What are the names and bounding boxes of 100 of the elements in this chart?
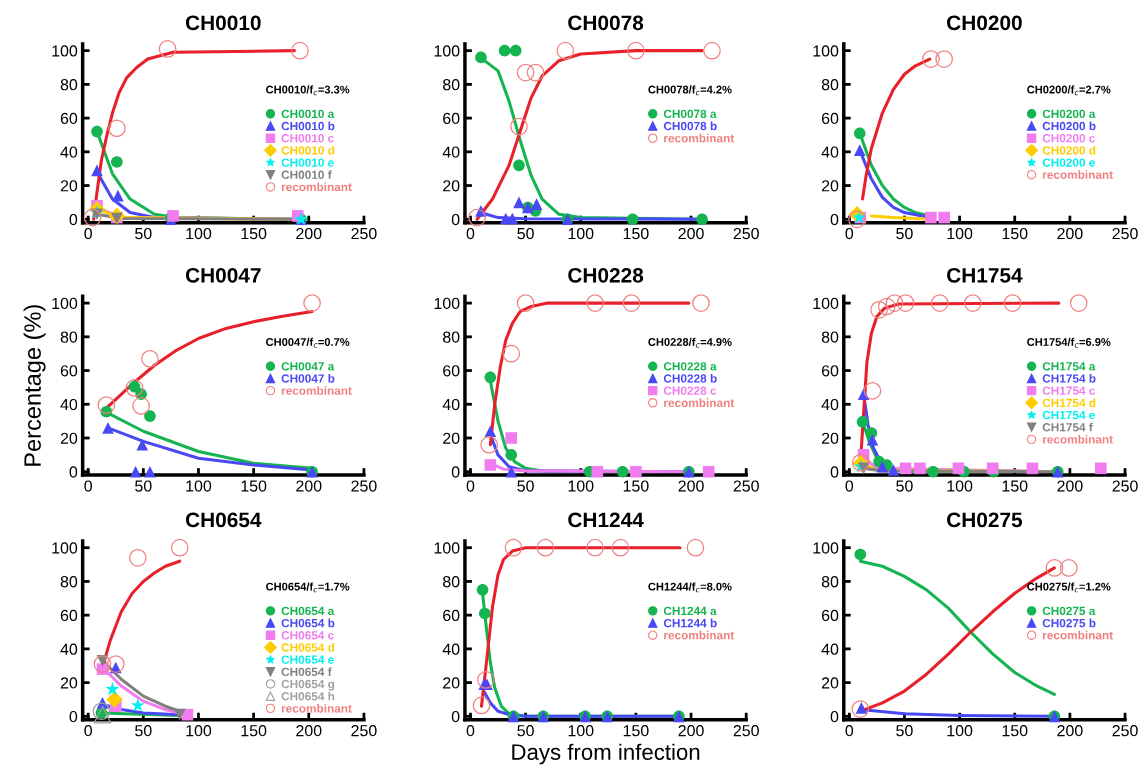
legend-label: CH0228 b xyxy=(663,374,717,383)
x-tick-label: 250 xyxy=(1112,724,1138,737)
annotation: CH0275/f$_{c}$=1.2% xyxy=(1027,582,1111,593)
x-tick-label: 50 xyxy=(517,480,534,492)
x-tick-label: 150 xyxy=(1002,227,1028,240)
x-tick-label: 250 xyxy=(1112,480,1138,492)
legend-label: CH0654 h xyxy=(281,691,335,701)
y-tick-label: 80 xyxy=(443,576,460,588)
x-tick-label: 0 xyxy=(845,480,854,492)
legend-label: recombinant xyxy=(281,386,352,395)
x-tick-label: 200 xyxy=(1057,480,1083,492)
y-tick-label: 0 xyxy=(451,710,460,723)
x-tick-label: 0 xyxy=(84,724,92,737)
legend-label: CH0275 b xyxy=(1042,618,1096,628)
annotation: CH0200/f$_{c}$=2.7% xyxy=(1027,85,1111,96)
x-tick-label: 50 xyxy=(517,227,534,240)
y-tick-label: 60 xyxy=(443,365,460,377)
annotation: CH0654/f$_{c}$=1.7% xyxy=(266,582,350,593)
legend-label: recombinant xyxy=(664,398,735,408)
y-tick-label: 100 xyxy=(434,542,460,554)
legend-label: CH0200 e xyxy=(1042,158,1095,167)
x-tick-label: 250 xyxy=(351,724,377,737)
legend-label: CH1244 b xyxy=(663,618,717,628)
x-tick-label: 250 xyxy=(733,480,759,492)
x-tick-label: 250 xyxy=(351,227,377,240)
y-tick-label: 80 xyxy=(821,331,839,343)
y-tick-label: 40 xyxy=(442,146,460,158)
legend-label: CH0275 a xyxy=(1042,606,1096,616)
y-tick-label: 20 xyxy=(443,677,460,689)
x-tick-label: 100 xyxy=(947,724,973,737)
y-tick-label: 80 xyxy=(60,331,78,343)
y-tick-label: 20 xyxy=(60,180,78,192)
x-tick-label: 250 xyxy=(733,227,759,240)
legend-label: CH0228 c xyxy=(663,386,717,395)
legend-label: CH0047 a xyxy=(281,362,335,371)
y-tick-label: 80 xyxy=(821,576,839,588)
y-tick-label: 60 xyxy=(821,365,839,377)
x-tick-label: 100 xyxy=(186,480,212,492)
y-tick-label: 60 xyxy=(821,609,839,622)
y-tick-label: 20 xyxy=(821,677,839,689)
legend-label: CH0010 c xyxy=(281,134,334,143)
y-tick-label: 80 xyxy=(443,331,460,343)
chart-title: CH1244 xyxy=(568,512,644,528)
y-tick-label: 20 xyxy=(821,180,839,192)
chart-title: CH0047 xyxy=(185,267,261,283)
y-tick-label: 40 xyxy=(442,643,460,655)
x-tick-label: 50 xyxy=(896,724,913,737)
annotation: CH0078/f$_{c}$=4.2% xyxy=(648,85,732,96)
x-tick-label: 150 xyxy=(623,480,649,492)
chart-title: CH0654 xyxy=(185,512,262,528)
x-tick-label: 200 xyxy=(296,227,322,240)
y-tick-label: 0 xyxy=(830,710,839,723)
x-tick-label: 0 xyxy=(466,724,475,737)
y-tick-label: 80 xyxy=(443,79,460,91)
y-tick-label: 100 xyxy=(813,297,839,310)
legend-label: CH0200 a xyxy=(1042,109,1096,119)
x-tick-label: 100 xyxy=(568,724,594,737)
x-tick-label: 100 xyxy=(568,480,594,492)
y-tick-label: 0 xyxy=(69,710,78,723)
x-tick-label: 0 xyxy=(466,480,475,492)
legend-label: recombinant xyxy=(281,703,352,713)
x-tick-label: 50 xyxy=(517,724,534,737)
x-tick-label: 200 xyxy=(1057,724,1083,737)
x-tick-label: 50 xyxy=(135,227,152,240)
y-tick-label: 0 xyxy=(69,466,78,478)
y-tick-label: 40 xyxy=(60,146,78,158)
legend-label: CH0010 a xyxy=(281,109,335,119)
legend-label: recombinant xyxy=(1043,630,1113,640)
chart-title: CH0010 xyxy=(185,15,261,31)
x-tick-label: 0 xyxy=(466,227,475,240)
y-tick-label: 80 xyxy=(821,79,839,91)
x-tick-label: 50 xyxy=(135,480,152,492)
x-tick-label: 50 xyxy=(896,227,913,240)
annotation: CH1244/f$_{c}$=8.0% xyxy=(648,582,732,593)
legend-label: CH0654 d xyxy=(281,642,335,652)
y-tick-label: 20 xyxy=(60,432,78,444)
y-tick-label: 20 xyxy=(821,432,839,444)
x-tick-label: 200 xyxy=(296,480,322,492)
x-tick-label: 200 xyxy=(296,724,322,737)
x-tick-label: 150 xyxy=(1002,480,1028,492)
y-tick-label: 40 xyxy=(821,643,839,655)
legend-label: CH0200 c xyxy=(1042,134,1096,143)
legend-label: CH0010 d xyxy=(281,145,335,155)
y-tick-label: 0 xyxy=(451,213,460,226)
legend-label: CH0200 d xyxy=(1042,145,1096,155)
chart-title: CH0275 xyxy=(947,512,1023,528)
x-tick-label: 100 xyxy=(947,480,973,492)
chart-title: CH0200 xyxy=(947,15,1022,31)
legend-label: CH0010 f xyxy=(281,170,332,179)
y-tick-label: 20 xyxy=(60,677,78,689)
x-tick-label: 150 xyxy=(623,724,649,737)
y-tick-label: 40 xyxy=(821,398,839,411)
x-tick-label: 150 xyxy=(241,480,267,492)
x-tick-label: 200 xyxy=(678,724,704,737)
y-tick-label: 80 xyxy=(60,79,78,91)
y-tick-label: 60 xyxy=(821,112,839,125)
y-tick-label: 80 xyxy=(60,576,78,588)
legend-label: CH1754 e xyxy=(1042,410,1095,420)
legend-label: CH0654 g xyxy=(281,679,335,691)
y-tick-label: 100 xyxy=(434,45,460,57)
